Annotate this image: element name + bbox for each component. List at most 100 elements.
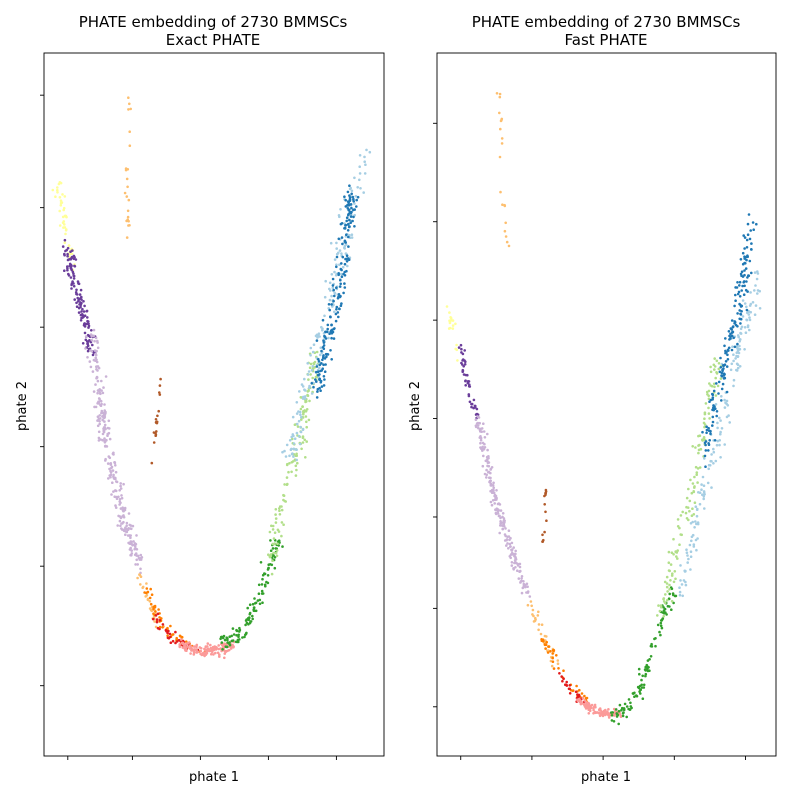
- data-point: [281, 545, 284, 548]
- data-point: [715, 371, 718, 374]
- data-point: [719, 366, 723, 369]
- data-point: [292, 455, 295, 458]
- data-point: [678, 543, 681, 546]
- data-point: [707, 426, 710, 430]
- data-point: [284, 455, 288, 458]
- data-point: [516, 569, 519, 572]
- data-point: [530, 604, 533, 608]
- data-point: [82, 300, 85, 303]
- data-point: [321, 346, 325, 349]
- data-point: [510, 551, 514, 555]
- data-point: [496, 512, 500, 515]
- data-point: [518, 565, 522, 569]
- data-point: [703, 441, 707, 445]
- data-point: [543, 503, 546, 506]
- data-point: [96, 415, 100, 419]
- data-point: [729, 327, 733, 330]
- data-point: [686, 561, 689, 564]
- data-point: [96, 346, 100, 350]
- data-point: [323, 370, 327, 374]
- data-point: [713, 365, 717, 368]
- data-point: [756, 292, 759, 295]
- data-point: [149, 587, 152, 591]
- x-axis-label: phate 1: [189, 770, 239, 785]
- data-point: [323, 314, 326, 318]
- data-point: [756, 270, 759, 273]
- data-point: [206, 642, 210, 645]
- data-point: [344, 240, 347, 244]
- data-point: [748, 328, 751, 332]
- data-point: [295, 458, 299, 462]
- data-point: [568, 692, 572, 695]
- data-point: [562, 677, 565, 680]
- data-point: [156, 612, 160, 616]
- data-point: [278, 505, 282, 508]
- data-point: [106, 426, 110, 430]
- data-point: [705, 431, 708, 435]
- data-point: [463, 349, 467, 352]
- data-point: [132, 540, 135, 543]
- data-point: [464, 379, 467, 383]
- data-point: [97, 430, 101, 434]
- data-point: [691, 520, 694, 524]
- data-point: [322, 355, 325, 359]
- data-point: [722, 372, 726, 376]
- data-point: [303, 438, 307, 442]
- data-point: [328, 332, 331, 336]
- data-point: [668, 569, 671, 573]
- x-axis-ticks: [67, 756, 337, 760]
- data-point: [118, 497, 122, 501]
- data-point: [738, 280, 742, 284]
- data-point: [685, 551, 689, 554]
- data-point: [82, 315, 85, 319]
- data-point: [732, 359, 735, 363]
- data-point: [305, 425, 309, 429]
- data-point: [210, 649, 214, 652]
- data-point: [315, 365, 319, 368]
- data-point: [97, 366, 101, 370]
- data-point: [492, 486, 496, 490]
- data-point: [320, 362, 323, 365]
- data-point: [719, 432, 722, 436]
- data-point: [86, 349, 90, 353]
- data-point: [723, 363, 727, 367]
- data-point: [730, 348, 734, 352]
- data-point: [701, 430, 704, 434]
- data-point: [674, 577, 677, 581]
- data-point: [448, 326, 452, 330]
- data-point: [512, 568, 515, 571]
- data-point: [696, 522, 700, 526]
- data-point: [340, 252, 343, 255]
- data-point: [711, 408, 714, 412]
- data-point: [119, 487, 123, 490]
- data-point: [91, 370, 95, 373]
- scatter-points: [445, 92, 762, 726]
- data-point: [149, 602, 153, 606]
- data-point: [743, 247, 746, 250]
- data-point: [525, 591, 528, 594]
- data-point: [105, 445, 109, 448]
- data-point: [505, 240, 509, 244]
- data-point: [89, 333, 93, 336]
- data-point: [688, 499, 692, 503]
- data-point: [333, 270, 336, 274]
- data-point: [610, 714, 614, 717]
- data-point: [507, 244, 511, 248]
- data-point: [751, 301, 755, 304]
- data-point: [331, 284, 335, 287]
- data-point: [96, 341, 99, 344]
- data-point: [699, 448, 702, 451]
- data-point: [545, 519, 548, 522]
- data-point: [700, 488, 703, 492]
- data-point: [616, 713, 620, 717]
- data-point: [111, 469, 115, 472]
- data-point: [487, 464, 491, 468]
- data-point: [687, 518, 690, 522]
- data-point: [734, 323, 738, 327]
- data-point: [514, 549, 517, 553]
- data-point: [78, 293, 82, 296]
- data-point: [63, 238, 67, 242]
- data-point: [715, 410, 719, 413]
- data-point: [649, 655, 653, 658]
- data-point: [669, 563, 673, 566]
